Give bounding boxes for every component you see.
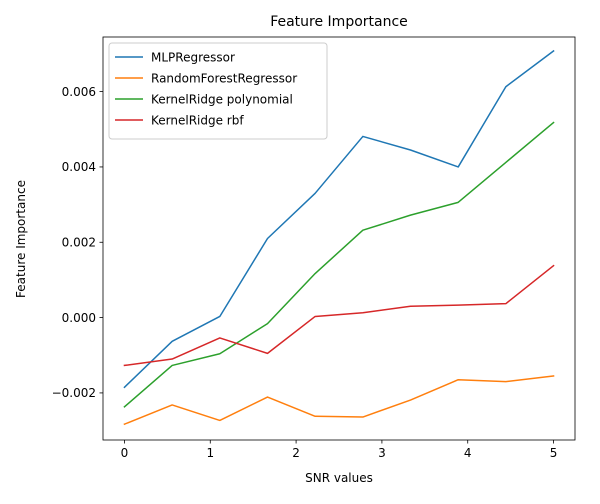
x-tick-label: 0 (121, 446, 129, 460)
y-tick-label: 0.002 (62, 235, 96, 249)
y-tick-label: −0.002 (52, 386, 96, 400)
y-tick-label: 0.004 (62, 160, 96, 174)
series-line-1 (123, 375, 555, 426)
x-axis-label: SNR values (305, 471, 373, 485)
legend-box (108, 42, 328, 140)
series-line-0 (123, 49, 555, 389)
legend-label-1: RandomForestRegressor (151, 72, 297, 86)
x-tick-label: 3 (378, 446, 386, 460)
y-axis-label: Feature Importance (14, 180, 28, 298)
plot-area: 0 1 2 3 4 5 −0.002 0.000 0.002 0.004 0.006 MLPRegre… (52, 36, 576, 460)
legend-label-3: KernelRidge rbf (151, 114, 244, 128)
x-tick-label: 1 (206, 446, 214, 460)
series-line-3 (123, 264, 555, 367)
series-line-2 (123, 121, 555, 408)
axes-frame (102, 36, 576, 441)
chart-title: Feature Importance (270, 14, 408, 30)
legend-label-0: MLPRegressor (151, 51, 235, 65)
y-tick-label: 0.006 (62, 85, 96, 99)
legend-label-2: KernelRidge polynomial (151, 93, 293, 107)
y-tick-label: 0.000 (62, 311, 96, 325)
x-tick-label: 5 (550, 446, 558, 460)
x-tick-label: 2 (292, 446, 300, 460)
x-tick-label: 4 (464, 446, 472, 460)
